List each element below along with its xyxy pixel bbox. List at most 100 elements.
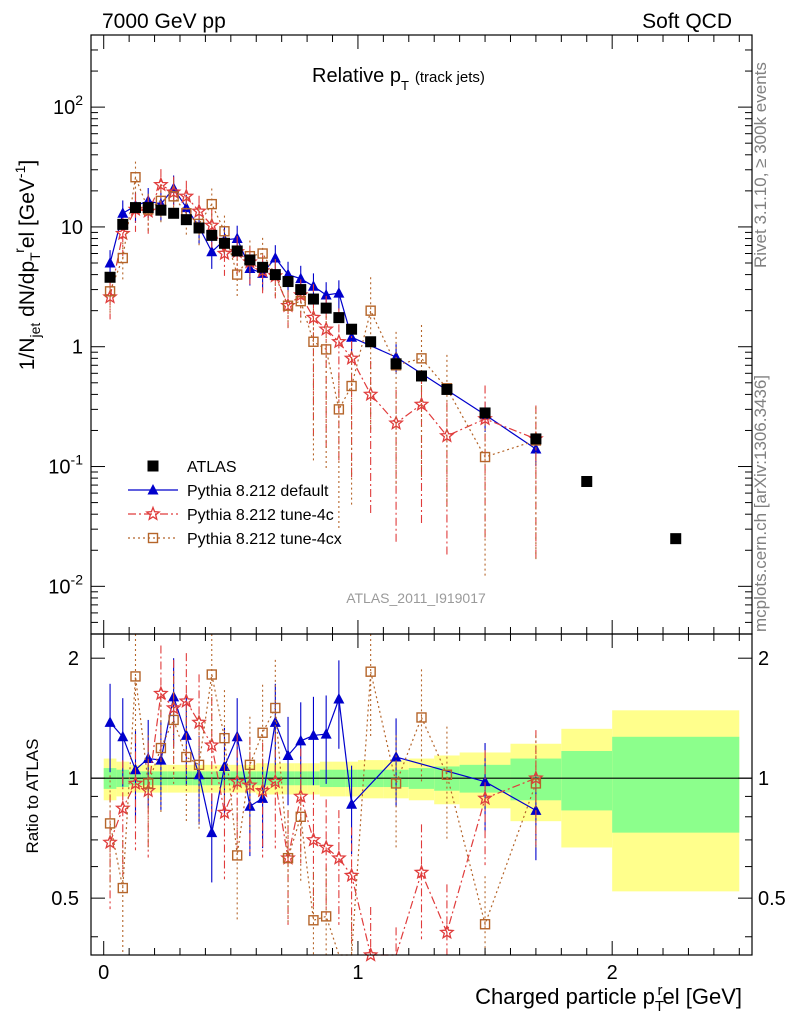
legend-label: Pythia 8.212 tune-4cx [187, 531, 342, 548]
ratio-point [479, 919, 491, 930]
ratio-point [114, 799, 131, 816]
atlas-point [320, 302, 332, 314]
data-point [282, 300, 294, 311]
atlas-point [479, 407, 491, 419]
ratio-point [181, 751, 192, 763]
analysis-watermark: ATLAS_2011_I919017 [346, 590, 486, 606]
x-tick-label: 0 [98, 962, 109, 984]
ratio-point [257, 727, 268, 738]
atlas-point [244, 254, 256, 266]
atlas-point [365, 336, 377, 348]
atlas-point [180, 214, 192, 226]
ratio-point [295, 811, 306, 822]
green-band [561, 750, 613, 811]
ratio-line [109, 671, 537, 956]
x-tick-label: 1 [352, 962, 363, 984]
mcplots-label: mcplots.cern.ch [arXiv:1306.3436] [751, 375, 770, 632]
atlas-point [231, 245, 243, 257]
data-point [438, 427, 455, 443]
atlas-point [346, 323, 358, 335]
ratio-point [365, 666, 376, 677]
ratio-point [117, 882, 128, 894]
ratio-point [206, 669, 217, 680]
ratio-tick-label-right: 0.5 [758, 888, 786, 910]
ratio-point [438, 924, 455, 940]
data-point [320, 289, 332, 300]
ratio-point [155, 742, 167, 754]
ratio-tick-label-right: 1 [758, 768, 769, 790]
legend-item: Pythia 8.212 tune-4cx [128, 531, 342, 548]
ratio-point [254, 782, 271, 798]
ratio-point [282, 749, 294, 760]
ratio-point [142, 752, 154, 764]
data-point [308, 336, 319, 347]
series-atlas [104, 202, 682, 545]
legend-item: Pythia 8.212 tune-4c [128, 505, 334, 524]
header-left: 7000 GeV pp [102, 10, 226, 33]
atlas-point [117, 218, 129, 230]
legend-marker [145, 505, 161, 521]
y-axis-label: 1/Njet dN/dpTrel [GeV-1] [11, 160, 43, 370]
atlas-point [416, 370, 427, 382]
atlas-point [193, 222, 205, 234]
ratio-tick-label-left: 0.5 [51, 888, 79, 910]
main-plot [102, 161, 682, 577]
legend-marker [147, 460, 159, 472]
ratio-point [219, 732, 230, 744]
data-point [295, 295, 306, 307]
ratio-y-axis-label: Ratio to ATLAS [23, 739, 42, 854]
atlas-point [129, 202, 141, 214]
data-point [152, 176, 169, 192]
ratio-point [441, 769, 453, 780]
ratio-frame [90, 633, 753, 956]
data-point [333, 287, 345, 298]
ratio-point [295, 734, 307, 746]
ratio-point [390, 778, 402, 789]
atlas-point [142, 202, 154, 214]
atlas-point [307, 293, 319, 305]
atlas-point [530, 433, 542, 445]
ratio-point [127, 775, 144, 791]
chart-title: Relative pT (track jets) [312, 65, 485, 93]
header-right: Soft QCD [642, 10, 732, 33]
ratio-point [104, 818, 116, 829]
data-point [330, 333, 347, 349]
series-tune4c [102, 169, 544, 559]
data-point [219, 226, 230, 237]
data-point [413, 396, 430, 412]
y-tick-label: 10 [61, 217, 83, 239]
ratio-plot [102, 634, 544, 962]
ratio-point [216, 804, 233, 820]
series-line [109, 187, 537, 450]
ratio-point [343, 867, 360, 883]
data-point [231, 269, 243, 280]
data-point [295, 272, 307, 284]
ratio-point [229, 773, 246, 789]
data-point [117, 252, 128, 264]
legend-marker [147, 532, 159, 544]
data-point [114, 225, 131, 241]
ratio-point [244, 759, 256, 771]
ratio-point [165, 699, 182, 715]
ratio-point [416, 712, 427, 723]
ratio-point [413, 864, 430, 880]
data-point [365, 305, 376, 316]
ratio-point [333, 692, 345, 704]
atlas-point [282, 276, 294, 288]
ratio-point [104, 716, 116, 727]
ratio-point [191, 714, 207, 730]
data-point [206, 245, 218, 257]
data-point [388, 414, 405, 430]
data-point [343, 349, 360, 366]
atlas-point [581, 475, 593, 487]
data-point [104, 286, 116, 297]
ratio-point [320, 911, 332, 922]
data-point [333, 404, 345, 415]
ratio-point [270, 702, 281, 714]
data-point [168, 191, 179, 202]
series-line [109, 174, 537, 458]
data-point [320, 344, 332, 355]
ratio-tick-label-right: 2 [758, 648, 769, 670]
legend-item: Pythia 8.212 default [128, 483, 329, 500]
